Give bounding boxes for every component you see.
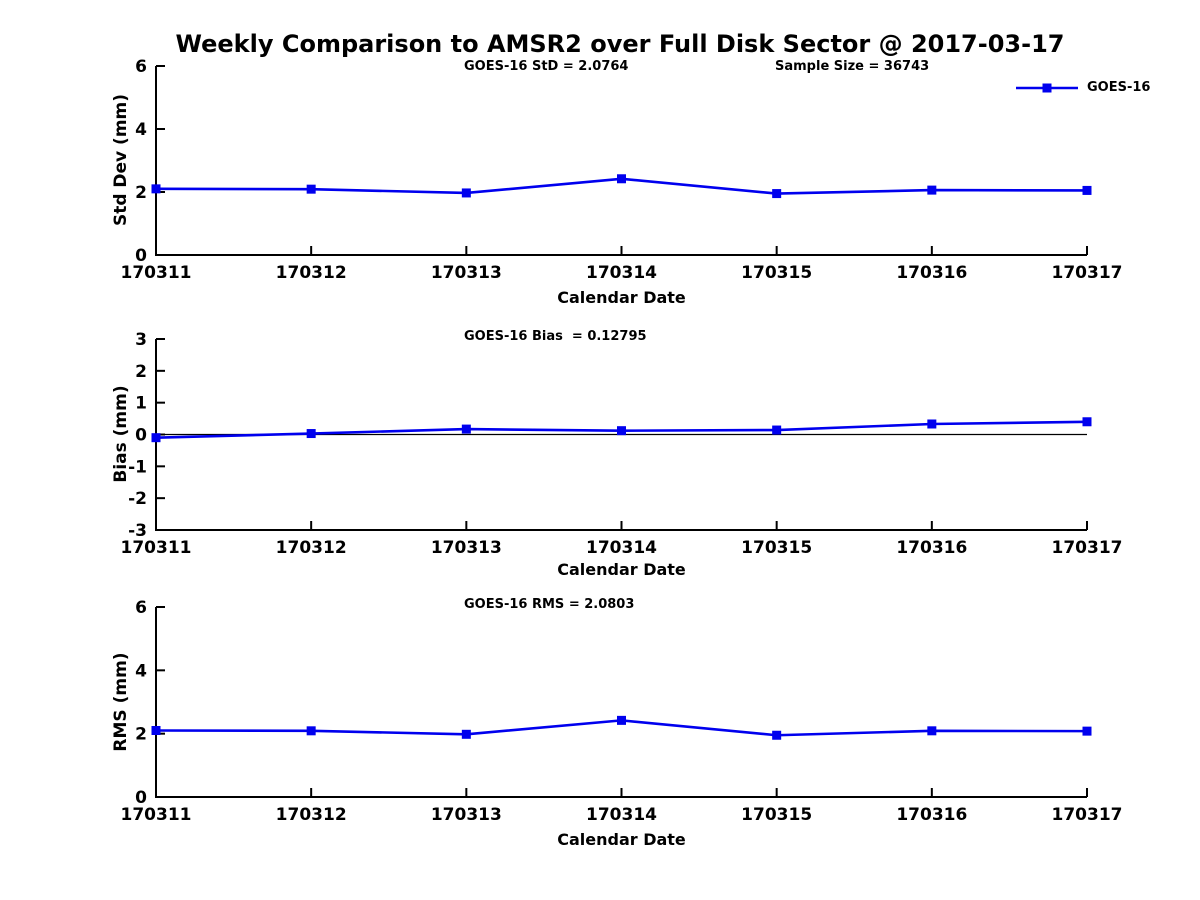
bias-x-tick-label: 170312 — [276, 538, 347, 558]
std-dev-y-tick-label: 4 — [135, 120, 147, 140]
bias-data-point-marker — [617, 426, 626, 436]
rms-data-point-marker — [927, 726, 937, 736]
rms-annotation: GOES-16 RMS = 2.0803 — [464, 597, 635, 612]
legend-label: GOES-16 — [1087, 80, 1151, 95]
rms-y-tick-label: 0 — [135, 788, 147, 808]
std-dev-x-tick-label: 170312 — [276, 263, 347, 283]
bias-y-tick-label: -1 — [128, 457, 147, 477]
std-dev-x-tick-label: 170315 — [741, 263, 812, 283]
std-dev-data-point-marker — [772, 189, 782, 199]
bias-y-tick-label: -2 — [128, 489, 147, 509]
std-dev-data-point-marker — [617, 174, 626, 184]
std-dev-x-tick-label: 170314 — [586, 263, 657, 283]
std-dev-data-point-marker — [927, 185, 937, 195]
std-dev-x-tick-label: 170313 — [431, 263, 502, 283]
bias-x-axis-label: Calendar Date — [557, 560, 686, 579]
std-dev-y-tick-label: 6 — [135, 57, 147, 77]
bias-y-tick-label: -3 — [128, 521, 147, 541]
stddev-y-axis-label: Std Dev (mm) — [111, 93, 131, 227]
sample-size-annotation: Sample Size = 36743 — [775, 59, 930, 74]
bias-x-tick-label: 170315 — [741, 538, 812, 558]
std-dev-data-point-marker — [1082, 185, 1092, 195]
std-dev-data-point-marker — [461, 188, 471, 198]
bias-data-point-marker — [306, 429, 316, 439]
bias-data-point-marker — [927, 419, 937, 429]
rms-y-tick-label: 6 — [135, 598, 147, 618]
rms-data-point-marker — [617, 715, 626, 725]
rms-x-axis-label: Calendar Date — [557, 830, 686, 849]
bias-y-tick-label: 2 — [135, 362, 147, 382]
bias-y-tick-label: 1 — [135, 394, 147, 414]
std-dev-x-tick-label: 170311 — [121, 263, 192, 283]
rms-x-tick-label: 170317 — [1052, 805, 1123, 825]
bias-annotation: GOES-16 Bias = 0.12795 — [464, 329, 647, 344]
rms-x-tick-label: 170312 — [276, 805, 347, 825]
bias-y-axis-label: Bias (mm) — [111, 385, 131, 483]
rms-y-axis-label: RMS (mm) — [111, 652, 131, 752]
rms-x-tick-label: 170316 — [896, 805, 967, 825]
rms-data-point-marker — [772, 730, 782, 740]
figure-title: Weekly Comparison to AMSR2 over Full Dis… — [175, 30, 1065, 58]
rms-x-tick-label: 170315 — [741, 805, 812, 825]
legend-line-marker-icon — [1016, 83, 1078, 92]
std-annotation: GOES-16 StD = 2.0764 — [464, 59, 629, 74]
std-dev-y-tick-label: 0 — [135, 246, 147, 266]
std-dev-x-tick-label: 170317 — [1052, 263, 1123, 283]
bias-y-tick-label: 3 — [135, 330, 147, 350]
std-dev-data-point-marker — [306, 184, 316, 194]
bias-y-tick-label: 0 — [135, 426, 147, 446]
bias-x-tick-label: 170317 — [1052, 538, 1123, 558]
rms-y-tick-label: 4 — [135, 661, 147, 681]
rms-x-tick-label: 170314 — [586, 805, 657, 825]
bias-data-point-marker — [772, 425, 782, 435]
bias-x-tick-label: 170314 — [586, 538, 657, 558]
std-dev-y-tick-label: 2 — [135, 183, 147, 203]
bias-data-point-marker — [151, 433, 161, 443]
bias-data-point-marker — [461, 424, 471, 434]
rms-y-tick-label: 2 — [135, 725, 147, 745]
rms-x-tick-label: 170311 — [121, 805, 192, 825]
bias-x-tick-label: 170313 — [431, 538, 502, 558]
stddev-x-axis-label: Calendar Date — [557, 288, 686, 307]
rms-data-point-marker — [461, 729, 471, 739]
legend: GOES-16 — [1016, 80, 1150, 95]
rms-data-point-marker — [151, 726, 161, 735]
bias-x-tick-label: 170316 — [896, 538, 967, 558]
rms-data-point-marker — [306, 726, 316, 736]
std-dev-x-tick-label: 170316 — [896, 263, 967, 283]
std-dev-data-point-marker — [151, 184, 161, 194]
legend-square-marker — [1042, 83, 1052, 92]
rms-data-point-marker — [1082, 726, 1092, 736]
rms-x-tick-label: 170313 — [431, 805, 502, 825]
bias-data-point-marker — [1082, 417, 1092, 427]
bias-x-tick-label: 170311 — [121, 538, 192, 558]
